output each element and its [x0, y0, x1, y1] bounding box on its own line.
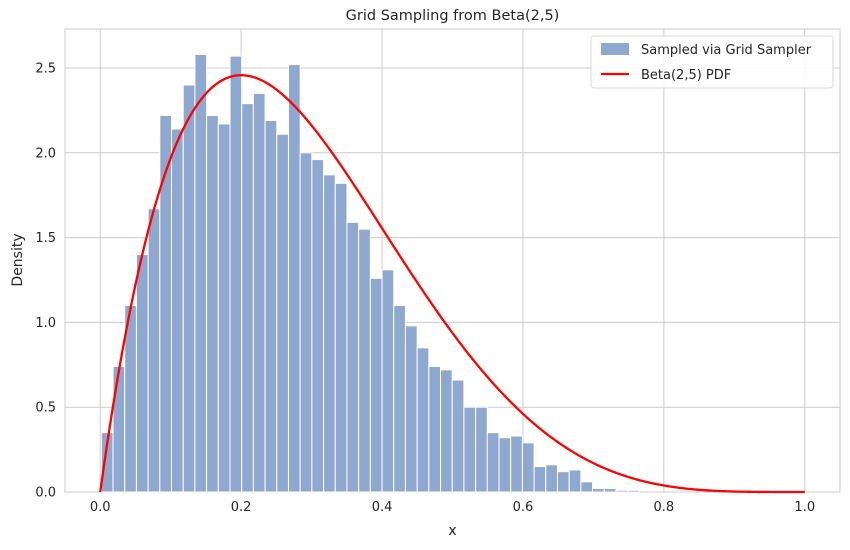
histogram-bar — [627, 489, 640, 493]
histogram-bar — [592, 488, 605, 493]
y-tick-label: 0.0 — [35, 486, 56, 501]
y-axis-label: Density — [10, 233, 26, 286]
histogram-bar — [475, 406, 488, 493]
histogram-bar — [334, 182, 348, 493]
histogram-bar — [580, 481, 594, 493]
histogram-bar — [299, 152, 313, 493]
histogram-bar — [206, 114, 219, 493]
histogram-bar — [416, 347, 430, 493]
histogram-bar — [615, 489, 629, 493]
histogram-bar — [451, 379, 465, 493]
histogram-bar — [182, 84, 196, 493]
y-tick-label: 1.0 — [35, 316, 56, 331]
histogram-bar — [381, 269, 395, 493]
histogram-bar — [346, 221, 360, 493]
histogram-bar — [603, 488, 617, 493]
histogram-bar — [311, 159, 325, 493]
histogram-bar — [252, 92, 266, 493]
histogram-bar — [440, 369, 453, 493]
x-tick-label: 0.0 — [90, 500, 111, 515]
y-tick-label: 1.5 — [35, 231, 56, 246]
histogram-bar — [369, 277, 383, 493]
x-axis-label: x — [448, 523, 456, 539]
histogram-bar — [533, 466, 547, 493]
legend-swatch-histogram — [601, 43, 629, 55]
x-tick-label: 0.8 — [654, 500, 675, 515]
histogram-bar — [428, 365, 442, 493]
x-tick-label: 0.6 — [513, 500, 534, 515]
histogram-bar — [112, 365, 126, 493]
histogram-bar — [393, 304, 406, 493]
legend-box — [590, 35, 834, 89]
histogram-bars — [100, 53, 640, 493]
x-tick-label: 0.2 — [231, 500, 252, 515]
histogram-bar — [510, 435, 523, 493]
histogram-bar — [404, 325, 418, 493]
histogram-bar — [287, 64, 301, 493]
histogram-bar — [545, 464, 558, 493]
histogram-bar — [171, 128, 184, 493]
histogram-bar — [521, 442, 535, 493]
y-tick-label: 0.5 — [35, 401, 56, 416]
y-tick-label: 2.0 — [35, 146, 56, 161]
y-tick-label: 2.5 — [35, 62, 56, 77]
x-tick-label: 0.4 — [372, 500, 393, 515]
x-tick-label: 1.0 — [794, 500, 815, 515]
histogram-bar — [358, 228, 371, 493]
histogram-bar — [264, 120, 278, 493]
histogram-bar — [498, 437, 512, 493]
legend-label-histogram: Sampled via Grid Sampler — [641, 43, 812, 58]
histogram-bar — [323, 174, 336, 493]
histogram-bar — [147, 208, 161, 493]
histogram-bar — [556, 471, 570, 493]
histogram-bar — [229, 55, 243, 493]
histogram-bar — [194, 53, 208, 493]
histogram-bar — [568, 469, 582, 493]
pdf-curve-line — [99, 74, 805, 494]
x-axis-ticks: 0.0 0.2 0.4 0.6 0.8 1.0 — [90, 500, 815, 515]
histogram-bar — [241, 103, 254, 493]
chart-title: Grid Sampling from Beta(2,5) — [346, 8, 560, 24]
legend-label-pdf: Beta(2,5) PDF — [641, 68, 731, 83]
histogram-bar — [463, 406, 477, 493]
y-axis-ticks: 0.0 0.5 1.0 1.5 2.0 2.5 — [35, 62, 56, 501]
histogram-bar — [135, 254, 149, 493]
histogram-bar — [217, 123, 231, 493]
histogram-bar — [276, 133, 289, 493]
histogram-bar — [486, 432, 500, 493]
legend: Sampled via Grid Sampler Beta(2,5) PDF — [590, 35, 834, 89]
